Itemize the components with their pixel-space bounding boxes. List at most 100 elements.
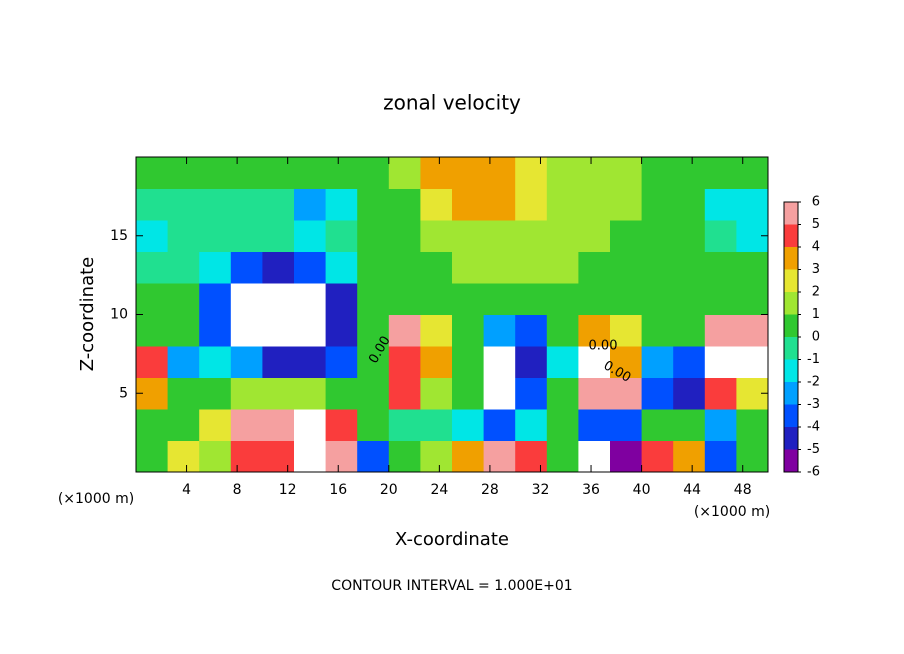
cell <box>515 188 548 221</box>
colorbar-swatch <box>784 314 798 337</box>
cell <box>167 377 200 410</box>
cell <box>483 251 516 284</box>
cell <box>294 251 327 284</box>
cell <box>546 346 579 378</box>
cell <box>420 283 453 315</box>
cell <box>325 440 358 473</box>
footer: CONTOUR INTERVAL = 1.000E+01 <box>331 578 572 594</box>
cell <box>483 440 516 473</box>
cell <box>515 220 548 252</box>
cell <box>704 440 737 473</box>
contour-label: 0.00 <box>589 339 618 354</box>
cell <box>388 377 421 410</box>
cell <box>136 283 169 315</box>
cell <box>610 157 643 189</box>
cell <box>230 283 263 315</box>
cell <box>136 251 169 284</box>
cell <box>641 220 674 252</box>
colorbar-label: -4 <box>807 420 820 435</box>
cell <box>736 409 769 441</box>
cell <box>578 220 611 252</box>
cell <box>294 314 327 347</box>
cell <box>704 251 737 284</box>
cell <box>325 409 358 441</box>
cell <box>230 346 263 378</box>
x-axis-label: X-coordinate <box>395 529 509 550</box>
cell <box>610 314 643 347</box>
cell <box>610 377 643 410</box>
cell <box>452 283 485 315</box>
cell <box>546 251 579 284</box>
cell <box>578 346 611 378</box>
cell <box>388 409 421 441</box>
cell <box>610 440 643 473</box>
cell <box>452 188 485 221</box>
cell <box>294 157 327 189</box>
cell <box>230 157 263 189</box>
colorbar-label: -3 <box>807 397 820 412</box>
cell <box>641 283 674 315</box>
cell <box>578 251 611 284</box>
cell <box>610 346 643 378</box>
colorbar-swatch <box>784 449 798 472</box>
x-tick-label: 24 <box>430 482 448 498</box>
cell <box>325 346 358 378</box>
colorbar-swatch <box>784 382 798 405</box>
cell <box>704 220 737 252</box>
cell <box>483 377 516 410</box>
cell <box>357 283 390 315</box>
cell <box>199 188 232 221</box>
cell <box>641 409 674 441</box>
cell <box>325 188 358 221</box>
colorbar-swatch <box>784 224 798 247</box>
x-tick-label: 40 <box>633 482 651 498</box>
x-tick-label: 48 <box>734 482 752 498</box>
cell <box>673 157 706 189</box>
cell <box>610 220 643 252</box>
colorbar-label: 3 <box>812 262 820 277</box>
cell <box>167 314 200 347</box>
cell <box>578 283 611 315</box>
cell <box>199 346 232 378</box>
cell <box>262 409 295 441</box>
cell <box>136 409 169 441</box>
colorbar-label: 1 <box>812 307 820 322</box>
cell <box>294 409 327 441</box>
cell <box>673 346 706 378</box>
cell <box>388 283 421 315</box>
cell <box>136 188 169 221</box>
colorbar-label: 4 <box>812 240 820 255</box>
cell <box>388 440 421 473</box>
cell <box>325 220 358 252</box>
cell <box>641 440 674 473</box>
cell <box>452 220 485 252</box>
cell <box>262 220 295 252</box>
cell <box>199 283 232 315</box>
cell <box>167 440 200 473</box>
cell <box>673 188 706 221</box>
axes: 4 8 12 16 20 24 28 32 36 40 44 48510156543210-1-2-3… <box>110 156 820 498</box>
cell <box>230 251 263 284</box>
cell <box>515 157 548 189</box>
cell <box>673 377 706 410</box>
colorbar-label: 6 <box>812 195 820 210</box>
cell <box>546 283 579 315</box>
cell <box>357 440 390 473</box>
x-tick-label: 20 <box>380 482 398 498</box>
cell <box>641 346 674 378</box>
cell <box>199 157 232 189</box>
colorbar-swatch <box>784 359 798 382</box>
cell <box>736 314 769 347</box>
cell <box>388 346 421 378</box>
cell <box>199 377 232 410</box>
x-tick-label: 8 <box>233 482 242 498</box>
cell <box>483 188 516 221</box>
cell <box>452 157 485 189</box>
cell <box>167 283 200 315</box>
cell <box>483 283 516 315</box>
cell <box>262 440 295 473</box>
cell <box>325 251 358 284</box>
cell <box>199 251 232 284</box>
x-tick-label: 28 <box>481 482 499 498</box>
cell <box>641 377 674 410</box>
